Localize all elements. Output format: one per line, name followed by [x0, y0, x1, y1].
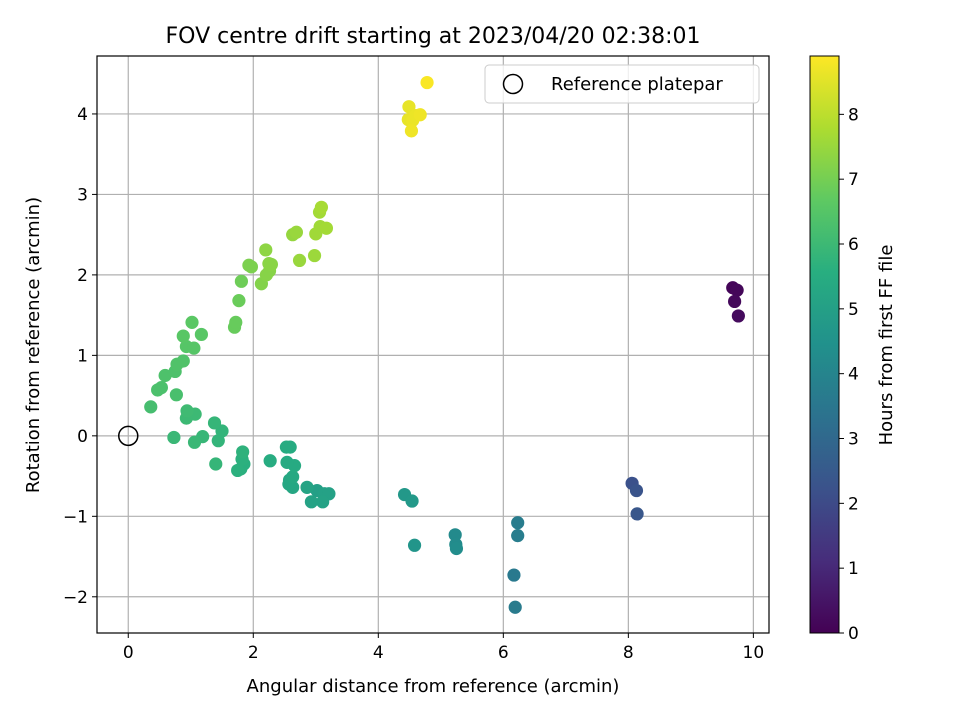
data-point — [187, 341, 201, 355]
y-axis-label: Rotation from reference (arcmin) — [23, 197, 44, 493]
y-tick-label: −1 — [63, 507, 88, 527]
data-point — [144, 400, 158, 414]
data-point — [154, 380, 168, 395]
data-point — [187, 435, 202, 449]
data-point — [229, 315, 243, 329]
y-axis-ticks: −2 −1 0 1 2 3 4 — [63, 105, 97, 608]
legend-box — [484, 64, 760, 104]
x-axis-ticks: 0 2 4 6 8 10 — [123, 633, 764, 663]
data-point — [511, 529, 525, 543]
x-tick-label: 8 — [623, 643, 634, 663]
data-point — [280, 455, 294, 469]
grid-lines — [97, 56, 769, 633]
y-tick-label: 0 — [77, 427, 88, 447]
data-point — [405, 494, 419, 508]
colorbar-tick-label: 0 — [848, 624, 859, 644]
data-point — [314, 200, 329, 214]
y-tick-label: 3 — [77, 185, 88, 205]
data-point — [508, 600, 522, 614]
data-point — [232, 294, 246, 308]
data-point — [259, 243, 273, 257]
data-point — [402, 100, 416, 114]
data-point — [630, 507, 644, 521]
data-point — [234, 274, 249, 288]
colorbar-tick-label: 3 — [848, 430, 859, 450]
colorbar-tick-label: 7 — [848, 170, 859, 190]
data-point — [176, 329, 190, 343]
legend-reference-marker-icon — [502, 73, 524, 95]
data-point — [730, 283, 744, 297]
data-point — [304, 495, 319, 509]
colorbar-tick-label: 4 — [848, 365, 859, 385]
legend-entry-reference-platepar: Reference platepar — [551, 74, 723, 95]
data-point — [279, 440, 294, 454]
data-point — [629, 483, 644, 498]
data-point — [286, 470, 300, 484]
data-point — [731, 309, 745, 323]
data-point — [264, 257, 279, 272]
y-tick-label: 4 — [77, 105, 88, 125]
data-point — [307, 248, 322, 263]
colorbar-tick-label: 8 — [848, 105, 859, 125]
data-point — [404, 124, 419, 138]
data-point — [448, 528, 462, 542]
data-point — [263, 454, 277, 468]
chart-title: FOV centre drift starting at 2023/04/20 … — [166, 24, 701, 49]
x-tick-label: 2 — [248, 643, 259, 663]
plot-frame — [96, 55, 770, 634]
colorbar-tick-label: 5 — [848, 300, 859, 320]
colorbar-tick-label: 6 — [848, 235, 859, 255]
legend: Reference platepar — [484, 64, 760, 104]
data-point — [289, 225, 304, 239]
reference-platepar-marker — [118, 425, 139, 447]
data-point — [185, 315, 199, 329]
colorbar-tick-label: 1 — [848, 559, 859, 579]
data-point — [507, 568, 521, 582]
data-point — [728, 294, 742, 309]
data-point — [158, 368, 172, 383]
x-tick-label: 10 — [743, 643, 765, 663]
data-point — [231, 463, 245, 478]
data-point — [176, 354, 190, 368]
colorbar-label: Hours from first FF file — [876, 245, 897, 446]
data-point — [407, 538, 422, 552]
data-point — [167, 430, 181, 445]
data-point — [180, 404, 194, 418]
x-tick-label: 0 — [123, 643, 134, 663]
data-points — [144, 75, 745, 614]
data-point — [207, 416, 222, 430]
colorbar-tick-label: 2 — [848, 494, 859, 514]
data-point — [211, 434, 225, 448]
colorbar — [809, 55, 840, 634]
x-tick-label: 6 — [498, 643, 509, 663]
data-point — [316, 495, 330, 509]
data-point — [169, 388, 183, 402]
data-point — [319, 221, 334, 235]
colorbar-ticks: 0 1 2 3 4 5 6 7 8 — [839, 105, 859, 644]
data-point — [511, 516, 525, 530]
x-tick-label: 4 — [373, 643, 384, 663]
y-tick-label: 2 — [77, 266, 88, 286]
data-point — [236, 445, 250, 459]
data-point — [413, 108, 427, 122]
x-axis-label: Angular distance from reference (arcmin) — [247, 676, 620, 697]
y-tick-label: −2 — [63, 588, 88, 608]
data-point — [292, 253, 307, 268]
data-point — [244, 260, 259, 274]
y-tick-label: 1 — [77, 346, 88, 366]
data-point — [209, 457, 223, 471]
data-point — [194, 327, 208, 342]
data-point — [420, 75, 434, 90]
data-point — [300, 480, 314, 494]
data-point — [449, 541, 464, 556]
